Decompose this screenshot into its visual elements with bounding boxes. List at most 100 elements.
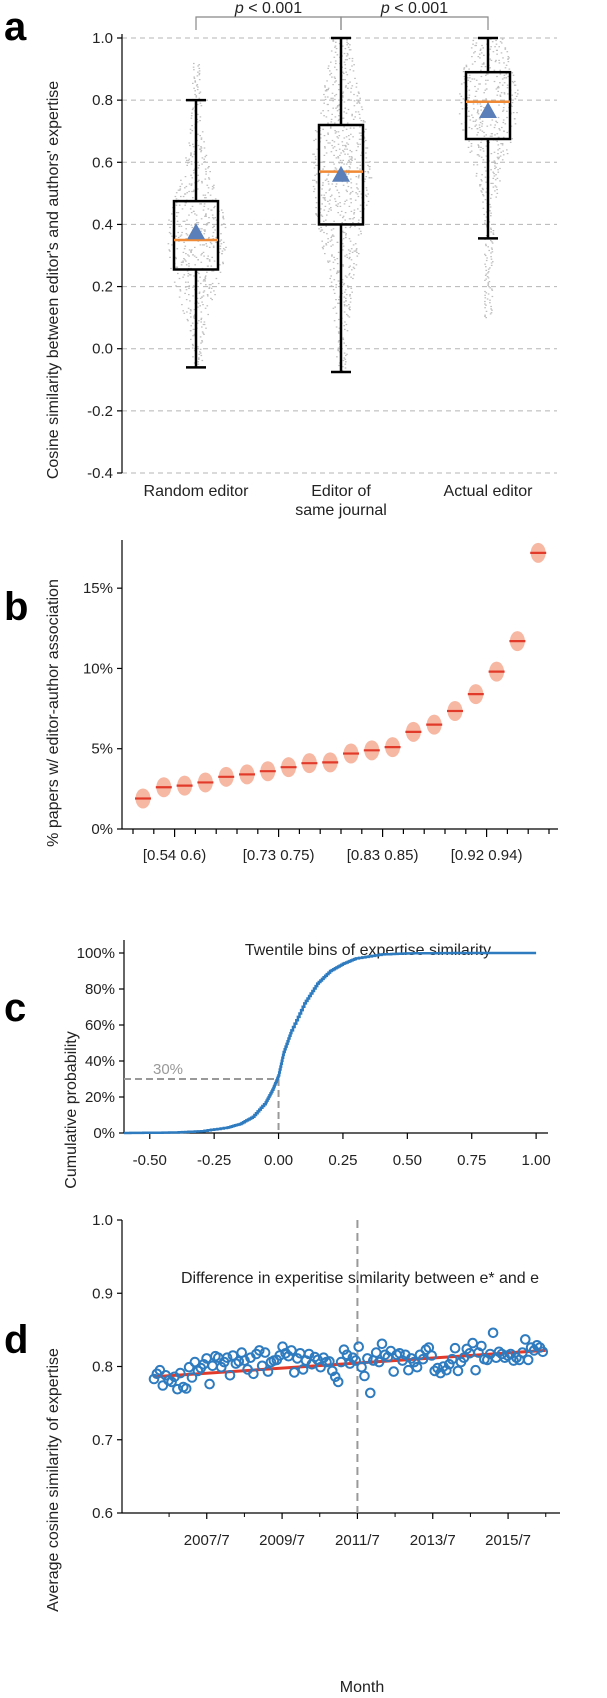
panel-a-category-label: Random editor — [144, 483, 250, 500]
panel-d-y-tick-label: 0.9 — [92, 1285, 113, 1302]
panel-d-point — [417, 1353, 429, 1365]
panel-d-point — [356, 1361, 367, 1373]
panel-c-y-tick-label: 80% — [85, 981, 115, 998]
panel-d-x-tick-label: 2007/7 — [184, 1532, 230, 1549]
box-iqr — [172, 199, 220, 271]
panel-c-x-label: Difference in experitise similarity betw… — [181, 1270, 539, 1287]
panel-c-y-tick-label: 60% — [85, 1017, 115, 1034]
panel-d-point — [154, 1364, 166, 1376]
panel-d-point — [452, 1365, 464, 1377]
box-mean-marker — [332, 165, 350, 182]
panel-d-point — [239, 1355, 250, 1366]
box-mean-marker — [187, 223, 205, 240]
panel-d-point — [315, 1361, 326, 1373]
panel-b-y-label: % papers w/ editor-author association — [45, 579, 62, 847]
panel-a-y-tick-label: 0.8 — [92, 92, 113, 109]
panel-a-y-label: Cosine similarity between editor's and a… — [45, 81, 62, 479]
panel-a-y-tick-label: -0.4 — [87, 465, 113, 482]
panel-d-point — [350, 1355, 362, 1366]
panel-d-point — [344, 1358, 356, 1369]
significance-bracket — [340, 16, 489, 30]
panel-d-point — [487, 1327, 499, 1339]
significance-bracket — [195, 16, 342, 30]
significance-label: p < 0.001 — [234, 0, 302, 17]
panel-b-scatter: 0% 5% 10% 15% [0.54 0.6) [0.73 0.75) [0.83 0.8… — [45, 540, 558, 959]
panel-a-y-tick-label: 0.4 — [92, 216, 113, 233]
panel-d-point — [148, 1373, 160, 1385]
panel-d-point — [175, 1367, 186, 1379]
panel-d-y-tick-label: 1.0 — [92, 1212, 113, 1229]
panel-b-y-tick-label: 10% — [83, 660, 113, 677]
panel-d-point — [508, 1355, 519, 1366]
panel-d-point — [537, 1346, 549, 1358]
panel-d-point — [429, 1365, 441, 1377]
significance-value: < 0.001 — [390, 0, 448, 17]
panel-d-x-tick-label: 2013/7 — [410, 1532, 456, 1549]
panel-d-point — [204, 1378, 215, 1390]
significance-p: p — [234, 0, 244, 17]
panel-d-point — [476, 1340, 487, 1352]
panel-d-point — [303, 1348, 315, 1360]
panel-d-point — [403, 1364, 414, 1376]
panel-d-time-series: 0.6 0.7 0.8 0.9 1.0 2007/7 2009/7 2011/7 2013/7 2… — [45, 1212, 560, 1696]
panel-d-point — [186, 1372, 198, 1383]
panel-d-point — [347, 1352, 359, 1363]
panel-d-point — [332, 1376, 344, 1388]
panel-d-x-label: Month — [340, 1679, 384, 1696]
panel-a-category-label: Editor of — [311, 483, 371, 500]
panel-d-point — [221, 1352, 233, 1363]
panel-b-x-label: Twentile bins of expertise similarity — [245, 942, 491, 959]
panel-d-point — [522, 1354, 534, 1366]
panel-d-point — [286, 1345, 297, 1356]
panel-c-x-tick-label: -0.50 — [133, 1152, 167, 1169]
panel-b-y-tick-label: 5% — [91, 741, 113, 758]
panel-d-point — [259, 1347, 271, 1358]
panel-d-point — [224, 1370, 236, 1381]
panel-d-point — [192, 1365, 204, 1377]
panel-a-y-tick-label: 1.0 — [92, 30, 113, 47]
panel-d-point — [207, 1360, 218, 1372]
significance-p: p — [380, 0, 390, 17]
panel-a-y-tick-label: 0.6 — [92, 154, 113, 171]
panel-d-point — [233, 1356, 245, 1367]
panel-c-x-tick-label: -0.25 — [197, 1152, 231, 1169]
panel-b-x-tick-label: [0.92 0.94) — [451, 847, 523, 864]
panel-d-trend-line — [153, 1348, 546, 1379]
panel-b-x-tick-label: [0.54 0.6) — [143, 847, 206, 864]
panel-d-point — [256, 1360, 268, 1372]
panel-d-point — [180, 1383, 192, 1394]
panel-c-y-tick-label: 20% — [85, 1089, 115, 1106]
panel-c-x-tick-label: 0.25 — [328, 1152, 357, 1169]
panel-d-point — [373, 1356, 385, 1368]
panel-c-y-tick-label: 40% — [85, 1053, 115, 1070]
panel-d-point — [441, 1364, 452, 1376]
significance-label: p < 0.001 — [380, 0, 448, 17]
panel-d-y-tick-label: 0.7 — [92, 1432, 113, 1449]
panel-d-point — [388, 1366, 400, 1377]
panel-a-y-tick-label: 0.2 — [92, 279, 113, 296]
panel-d-point — [376, 1338, 388, 1350]
panel-d-y-tick-label: 0.6 — [92, 1505, 113, 1522]
panel-d-point — [411, 1361, 423, 1373]
panel-c-reference-label: 30% — [153, 1061, 183, 1078]
panel-letter-c: c — [4, 986, 26, 1030]
panel-d-point — [324, 1356, 335, 1367]
box-iqr — [317, 123, 365, 226]
panel-d-y-tick-label: 0.8 — [92, 1359, 113, 1376]
panel-a-category-label: Actual editor — [444, 483, 534, 500]
panel-b-y-tick-label: 15% — [83, 580, 113, 597]
panel-d-point — [289, 1367, 300, 1378]
panel-d-point — [248, 1368, 259, 1380]
panel-d-point — [470, 1364, 481, 1376]
panel-d-x-tick-label: 2009/7 — [259, 1532, 305, 1549]
panel-letter-b: b — [4, 585, 28, 629]
panel-c-x-tick-label: 0.50 — [393, 1152, 422, 1169]
panel-a-point-cloud — [167, 38, 519, 372]
panel-b-x-tick-label: [0.83 0.85) — [347, 847, 419, 864]
panel-a-y-tick-label: 0.0 — [92, 341, 113, 358]
panel-d-point — [362, 1353, 373, 1364]
panel-d-point — [446, 1353, 458, 1365]
significance-value: < 0.001 — [244, 0, 302, 17]
panel-d-point — [449, 1342, 461, 1354]
